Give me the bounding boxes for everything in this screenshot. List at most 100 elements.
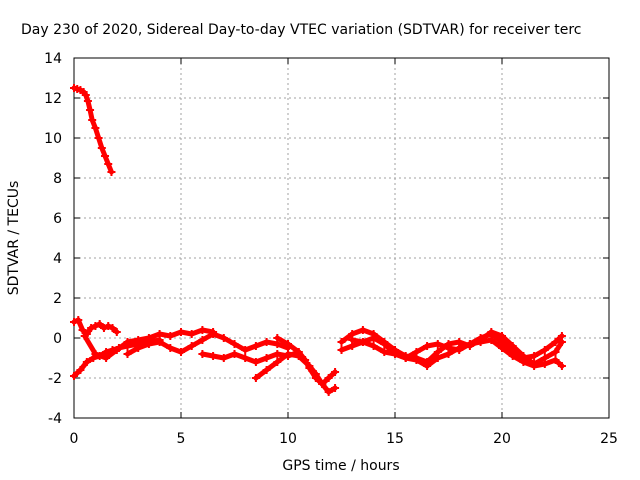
data-point xyxy=(134,336,143,344)
y-tick-label: 8 xyxy=(53,171,62,187)
data-point xyxy=(305,364,314,372)
y-tick-label: 14 xyxy=(44,51,62,67)
x-tick-label: 20 xyxy=(493,431,511,447)
data-point xyxy=(369,342,378,350)
data-point xyxy=(86,106,95,114)
data-point xyxy=(102,354,111,362)
data-point xyxy=(198,350,207,358)
data-point xyxy=(311,374,320,382)
y-tick-label: 10 xyxy=(44,131,62,147)
data-point xyxy=(97,144,106,152)
data-point xyxy=(444,344,453,352)
data-point xyxy=(209,330,218,338)
data-point xyxy=(187,342,196,350)
data-point xyxy=(78,326,87,334)
data-point xyxy=(198,336,207,344)
y-tick-label: 0 xyxy=(53,331,62,347)
data-point xyxy=(251,358,260,366)
data-point xyxy=(155,338,164,346)
data-point xyxy=(123,338,132,346)
data-point xyxy=(101,152,110,160)
data-point xyxy=(318,380,327,388)
y-tick-label: -4 xyxy=(48,411,62,427)
data-point xyxy=(551,338,560,346)
data-point xyxy=(476,334,485,342)
data-point xyxy=(433,340,442,348)
data-point xyxy=(551,356,560,364)
data-point xyxy=(348,336,357,344)
y-tick-label: 6 xyxy=(53,211,62,227)
data-point xyxy=(508,348,517,356)
data-point xyxy=(91,322,100,330)
data-point xyxy=(262,366,271,374)
data-point xyxy=(209,352,218,360)
data-point xyxy=(82,358,91,366)
data-point xyxy=(166,344,175,352)
data-point xyxy=(104,322,113,330)
data-point xyxy=(324,388,333,396)
y-tick-label: 4 xyxy=(53,251,62,267)
data-point xyxy=(369,334,378,342)
data-point xyxy=(88,116,97,124)
data-point xyxy=(112,328,121,336)
data-point xyxy=(423,342,432,350)
data-point xyxy=(177,348,185,356)
data-point xyxy=(331,368,340,376)
data-point xyxy=(251,374,260,382)
data-point xyxy=(112,346,121,354)
data-point xyxy=(177,328,185,336)
data-point xyxy=(99,324,108,332)
data-point xyxy=(498,338,506,346)
data-point xyxy=(262,338,271,346)
data-point xyxy=(273,358,282,366)
data-point xyxy=(358,326,367,334)
data-point xyxy=(540,360,549,368)
data-point xyxy=(412,348,421,356)
chart-title: Day 230 of 2020, Sidereal Day-to-day VTE… xyxy=(21,22,581,38)
series-track-a xyxy=(70,316,121,338)
data-point xyxy=(284,350,292,358)
data-point xyxy=(530,362,539,370)
data-point xyxy=(219,334,228,342)
data-point xyxy=(324,374,333,382)
data-point xyxy=(412,356,421,364)
grid xyxy=(74,58,609,418)
data-point xyxy=(433,354,442,362)
data-point xyxy=(166,332,175,340)
data-point xyxy=(557,362,566,370)
data-point xyxy=(273,350,282,358)
data-point xyxy=(519,354,528,362)
series-segment xyxy=(553,339,565,355)
data-point xyxy=(91,350,100,358)
data-point xyxy=(219,354,228,362)
data-point xyxy=(530,352,539,360)
data-point xyxy=(230,350,239,358)
data-point xyxy=(487,330,496,338)
data-point xyxy=(123,350,132,358)
data-point xyxy=(104,160,113,168)
x-tick-label: 15 xyxy=(386,431,404,447)
data-point xyxy=(262,354,271,362)
data-point xyxy=(557,332,566,340)
data-point xyxy=(81,91,90,99)
x-tick-label: 10 xyxy=(279,431,297,447)
data-point xyxy=(187,330,196,338)
data-point xyxy=(80,332,89,340)
data-point xyxy=(380,348,389,356)
data-point xyxy=(401,354,410,362)
data-point xyxy=(284,340,292,348)
data-point xyxy=(230,340,239,348)
data-point xyxy=(337,346,346,354)
data-point xyxy=(107,168,116,176)
data-point xyxy=(358,338,367,346)
series-track-d xyxy=(123,330,292,358)
x-tick-label: 25 xyxy=(600,431,618,447)
data-point xyxy=(337,338,346,346)
data-point xyxy=(273,334,282,342)
y-tick-label: -2 xyxy=(48,371,62,387)
series-segment xyxy=(82,333,98,357)
data-point xyxy=(76,366,85,374)
data-point xyxy=(540,346,549,354)
data-point xyxy=(391,350,399,358)
